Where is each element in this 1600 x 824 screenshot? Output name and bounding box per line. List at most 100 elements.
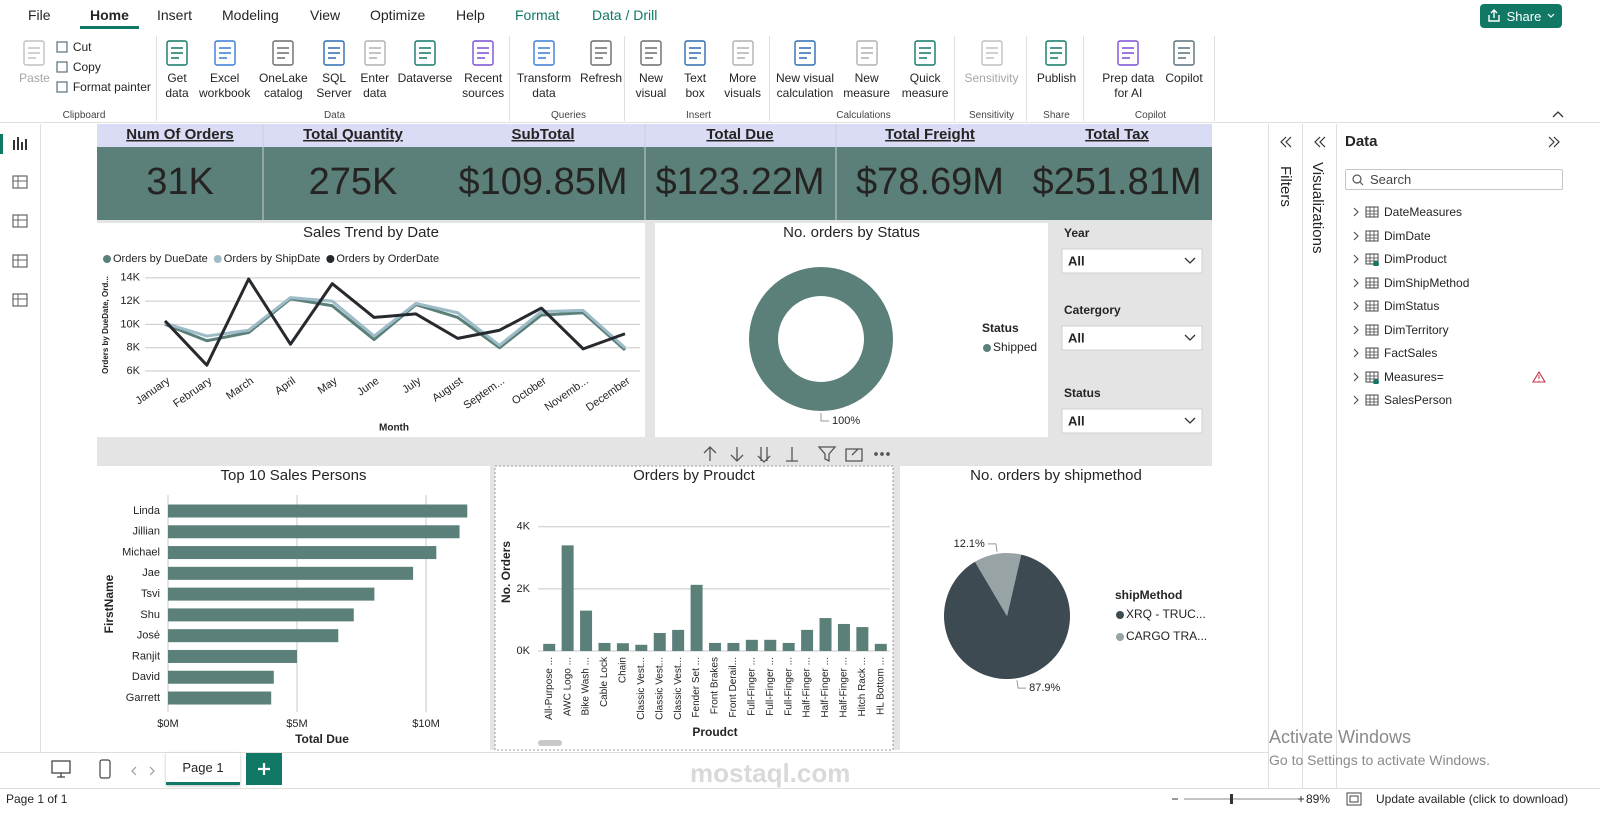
expand-chevron bbox=[1353, 301, 1359, 311]
view-icon[interactable] bbox=[11, 291, 29, 309]
filter-icon[interactable] bbox=[817, 446, 837, 463]
ribbon-small-button[interactable]: Cut bbox=[55, 40, 151, 54]
ribbon-button[interactable]: Get data bbox=[160, 38, 194, 101]
ribbon-button[interactable]: New visual calculation bbox=[773, 38, 837, 101]
ribbon-button[interactable]: Copilot bbox=[1163, 38, 1204, 101]
data-table-item[interactable]: DimDate bbox=[1352, 229, 1431, 243]
slicer-dropdown[interactable] bbox=[1061, 408, 1203, 434]
ribbon-button[interactable]: Dataverse bbox=[396, 38, 455, 101]
slicer-chevron bbox=[1184, 417, 1196, 424]
data-table-item[interactable]: DimShipMethod bbox=[1352, 276, 1469, 290]
ribbon-small-button[interactable]: Format painter bbox=[55, 80, 151, 94]
ribbon-button[interactable]: OneLake catalog bbox=[255, 38, 311, 101]
ribbon-button[interactable]: Transform data bbox=[513, 38, 575, 101]
ribbon-button-icon bbox=[23, 40, 46, 66]
data-table-item[interactable]: DimProduct bbox=[1352, 252, 1447, 266]
ribbon-button[interactable]: Enter data bbox=[357, 38, 393, 101]
ribbon-tab[interactable]: File bbox=[28, 7, 51, 23]
ribbon-button[interactable]: Refresh bbox=[578, 38, 624, 101]
data-table-item[interactable]: FactSales bbox=[1352, 346, 1437, 360]
x-axis-title: Proudct bbox=[692, 725, 737, 739]
view-icon[interactable] bbox=[11, 134, 29, 152]
filters-label[interactable]: Filters bbox=[1277, 166, 1294, 207]
ribbon-button-label: New visual bbox=[635, 71, 667, 100]
bar bbox=[874, 643, 887, 651]
ribbon-button[interactable]: New measure bbox=[840, 38, 893, 101]
data-table-name: DimTerritory bbox=[1384, 322, 1449, 337]
x-tick-label: Classic Vest... bbox=[654, 657, 665, 720]
x-tick-label: Classic Vest... bbox=[636, 657, 647, 720]
share-button[interactable]: Share bbox=[1480, 4, 1562, 28]
more-options-dot[interactable] bbox=[886, 452, 890, 456]
data-table-item[interactable]: DateMeasures bbox=[1352, 205, 1462, 219]
ribbon-tab[interactable]: Home bbox=[80, 5, 139, 29]
ribbon-button-icon bbox=[323, 40, 345, 66]
ribbon-small-button[interactable]: Copy bbox=[55, 60, 151, 74]
legend-title: Status bbox=[982, 321, 1019, 335]
legend-marker bbox=[983, 344, 991, 352]
ribbon-tab[interactable]: Data / Drill bbox=[592, 7, 658, 23]
y-tick-label: Shu bbox=[140, 609, 160, 621]
view-icon[interactable] bbox=[11, 252, 29, 270]
data-table-item[interactable]: DimTerritory bbox=[1352, 323, 1449, 337]
kpi-value: 275K bbox=[309, 161, 398, 203]
ribbon-button[interactable]: Excel workbook bbox=[197, 38, 252, 101]
ribbon-button[interactable]: Text box bbox=[677, 38, 713, 101]
ribbon-button-label: Recent sources bbox=[462, 71, 505, 100]
scrollbar-thumb[interactable] bbox=[538, 740, 562, 746]
slicer-dropdown[interactable] bbox=[1061, 325, 1203, 351]
data-table-item[interactable]: Measures= bbox=[1352, 370, 1546, 384]
ribbon-tab[interactable]: View bbox=[310, 7, 341, 23]
filters-pane-collapsed: Filters bbox=[1268, 124, 1301, 788]
share-chevron bbox=[1547, 13, 1555, 18]
view-icon[interactable] bbox=[11, 212, 29, 230]
zoom-level[interactable]: 89% bbox=[1306, 792, 1331, 806]
bar bbox=[727, 642, 740, 651]
ribbon-tab[interactable]: Help bbox=[456, 7, 485, 23]
y-tick-label: José bbox=[137, 630, 160, 642]
expand-next-level-icon[interactable] bbox=[757, 447, 771, 463]
x-tick-label: HL Bottom ... bbox=[875, 657, 886, 715]
ribbon-button-label: Cut bbox=[72, 40, 92, 54]
kpi-label: Total Tax bbox=[1085, 126, 1149, 143]
ribbon-button[interactable]: Publish bbox=[1035, 38, 1078, 86]
ribbon-group: Clipboard Paste Cut Copy Format painter bbox=[12, 36, 157, 121]
ribbon-group: Copilot Prep data for AI Copilot bbox=[1087, 36, 1215, 121]
bar bbox=[635, 644, 648, 651]
add-page-button[interactable] bbox=[246, 753, 282, 785]
ribbon-group: Share Publish bbox=[1030, 36, 1084, 121]
expand-icon bbox=[1314, 136, 1326, 148]
drill-down-icon[interactable] bbox=[730, 447, 744, 462]
ribbon-button[interactable]: Prep data for AI bbox=[1096, 38, 1160, 101]
ribbon-button[interactable]: Recent sources bbox=[457, 38, 509, 101]
ribbon-button[interactable]: New visual bbox=[628, 38, 674, 101]
more-options-dot[interactable] bbox=[880, 452, 884, 456]
search-box[interactable]: Search bbox=[1345, 169, 1563, 190]
ribbon-button[interactable]: Quick measure bbox=[896, 38, 954, 101]
view-icon[interactable] bbox=[11, 173, 29, 191]
data-table-name: DimDate bbox=[1384, 228, 1431, 243]
ribbon-button-icon bbox=[980, 40, 1003, 66]
drill-up-icon[interactable] bbox=[703, 446, 717, 461]
ribbon-button-label: Quick measure bbox=[901, 71, 949, 100]
legend-label: Orders by ShipDate bbox=[224, 253, 321, 265]
ribbon-button[interactable]: SQL Server bbox=[314, 38, 354, 101]
update-notice[interactable]: Update available (click to download) bbox=[1376, 792, 1569, 806]
focus-mode-icon[interactable] bbox=[845, 448, 863, 462]
chart-title: Top 10 Sales Persons bbox=[221, 467, 367, 484]
ribbon-button[interactable]: More visuals bbox=[716, 38, 769, 101]
ribbon-tab[interactable]: Modeling bbox=[222, 7, 279, 23]
expand-icon[interactable] bbox=[786, 447, 798, 462]
ribbon-button-icon bbox=[1045, 40, 1068, 66]
more-options-dot[interactable] bbox=[874, 452, 878, 456]
data-table-item[interactable]: SalesPerson bbox=[1352, 393, 1452, 407]
visualizations-label[interactable]: Visualizations bbox=[1309, 162, 1326, 254]
bar bbox=[168, 649, 297, 663]
ribbon-tab[interactable]: Format bbox=[515, 7, 560, 23]
slicer-dropdown[interactable] bbox=[1061, 248, 1203, 274]
data-table-item[interactable]: DimStatus bbox=[1352, 299, 1439, 313]
ribbon-tab[interactable]: Optimize bbox=[370, 7, 426, 23]
ribbon-tab[interactable]: Insert bbox=[157, 7, 193, 23]
table-icon bbox=[1365, 300, 1379, 312]
page-tab[interactable]: Page 1 bbox=[166, 753, 240, 785]
